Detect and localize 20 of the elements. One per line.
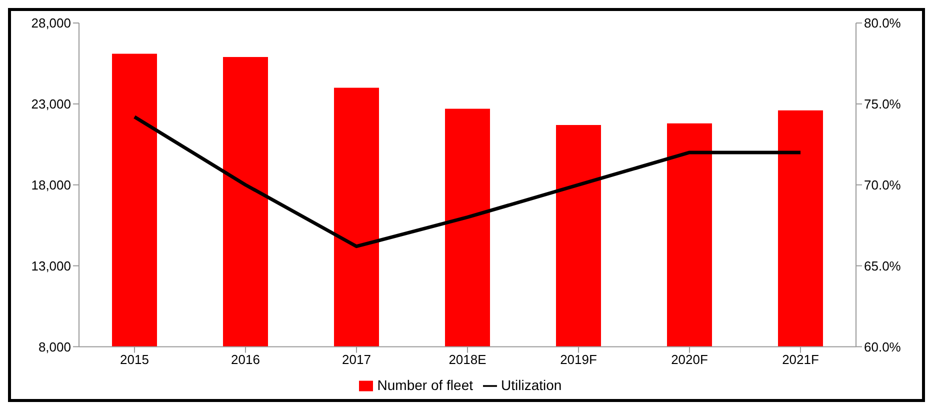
y2-tick-label: 75.0%: [864, 96, 902, 112]
legend-label: Number of fleet: [377, 376, 473, 393]
y2-tick-label: 80.0%: [864, 16, 902, 31]
y-tick-label: 28,000: [31, 16, 71, 31]
y2-tick-label: 70.0%: [864, 177, 902, 192]
y-tick-label: 8,000: [38, 339, 71, 354]
x-tick-label: 2019F: [560, 352, 597, 367]
x-tick-label: 2016: [231, 352, 260, 367]
y2-tick-label: 65.0%: [864, 258, 902, 274]
y-tick-label: 18,000: [31, 177, 71, 192]
y-tick-label: 23,000: [31, 96, 71, 112]
x-tick-label: 2017: [342, 352, 371, 367]
legend-label: Utilization: [501, 376, 562, 393]
line-series: [132, 115, 802, 248]
x-tick-label: 2015: [120, 352, 149, 367]
x-tick-label: 2020F: [671, 352, 708, 367]
y-tick-label: 13,000: [31, 258, 71, 274]
y2-tick-label: 60.0%: [864, 339, 902, 354]
x-tick-label: 2018E: [448, 352, 487, 367]
x-tick-label: 2021F: [782, 352, 819, 367]
